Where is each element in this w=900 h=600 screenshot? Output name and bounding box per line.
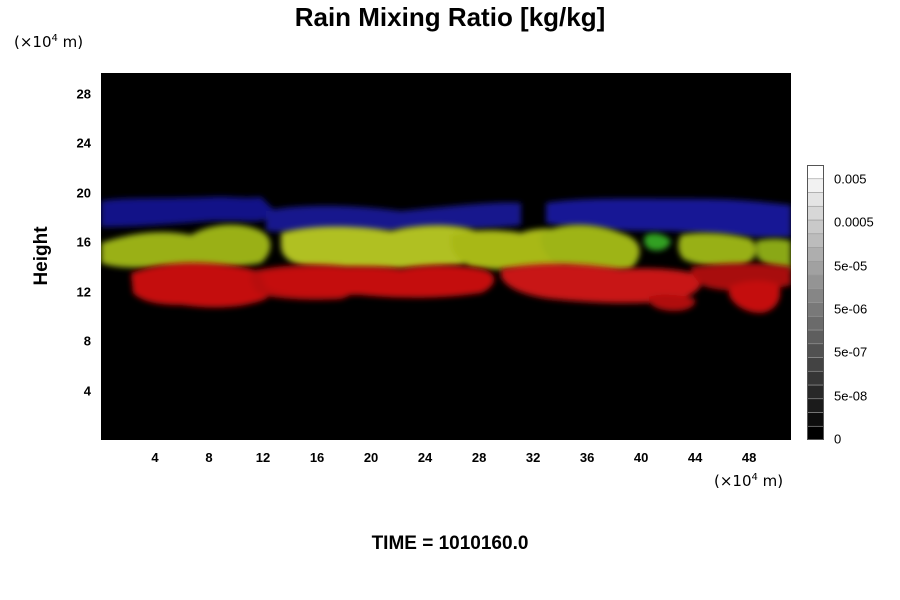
x-tick-label: 36 [579, 450, 595, 465]
x-axis-unit: (×104 m) [714, 472, 784, 490]
y-axis-unit: (×104 m) [14, 33, 84, 51]
colorbar-swatch [807, 315, 824, 331]
x-tick-label: 28 [471, 450, 487, 465]
y-axis-label: Height [31, 226, 52, 286]
x-tick-label: 40 [633, 450, 649, 465]
colorbar-swatch [807, 412, 824, 427]
x-tick-label: 16 [309, 450, 325, 465]
chart-title: Rain Mixing Ratio [kg/kg] [294, 2, 606, 32]
heatmap-field [101, 73, 791, 440]
colorbar-swatch [807, 343, 824, 358]
colorbar-swatch [807, 165, 824, 180]
colorbar-swatch [807, 274, 824, 290]
y-tick-label: 8 [83, 333, 91, 349]
lower-band-red [131, 262, 791, 313]
x-tick-label: 8 [205, 450, 213, 465]
colorbar-label: 5e-08 [834, 388, 868, 404]
x-tick-label: 24 [417, 450, 433, 465]
x-tick-label: 44 [687, 450, 703, 465]
y-tick-label: 24 [76, 135, 91, 151]
colorbar-swatch [807, 260, 824, 276]
colorbar-swatch [807, 219, 824, 235]
colorbar-swatch [807, 302, 824, 317]
colorbar-swatches [807, 165, 824, 440]
colorbar-swatch [807, 233, 824, 248]
colorbar-swatch [807, 370, 824, 386]
colorbar-label: 5e-07 [834, 344, 868, 360]
colorbar-label: 0.005 [834, 171, 867, 187]
colorbar-swatch [807, 288, 824, 303]
upper-band-blue [101, 196, 791, 238]
colorbar-label: 0 [834, 431, 842, 447]
colorbar-swatch [807, 398, 824, 413]
colorbar-label: 5e-06 [834, 301, 868, 317]
colorbar-swatch [807, 425, 824, 440]
y-tick-label: 28 [76, 86, 91, 102]
y-tick-label: 20 [76, 185, 91, 201]
colorbar-border [807, 165, 824, 440]
colorbar-swatch [807, 329, 824, 345]
x-tick-label: 20 [363, 450, 379, 465]
colorbar [807, 165, 824, 440]
time-label: TIME = 1010160.0 [371, 533, 529, 554]
colorbar-label: 5e-05 [834, 258, 868, 273]
colorbar-swatch [807, 384, 824, 400]
x-tick-label: 32 [525, 450, 541, 465]
y-tick-label: 12 [76, 284, 91, 300]
colorbar-swatch [807, 357, 824, 372]
colorbar-label: 0.0005 [834, 214, 874, 230]
middle-band-yellow-green [101, 224, 791, 272]
heatmap-plot-area [101, 73, 791, 440]
colorbar-swatch [807, 247, 824, 262]
x-tick-label: 12 [255, 450, 271, 465]
colorbar-swatch [807, 192, 824, 207]
colorbar-swatch [807, 205, 824, 221]
colorbar-swatch [807, 178, 824, 193]
x-tick-label: 48 [741, 450, 757, 465]
x-tick-label: 4 [151, 450, 159, 465]
y-tick-label: 4 [83, 383, 91, 399]
y-tick-label: 16 [76, 234, 91, 250]
